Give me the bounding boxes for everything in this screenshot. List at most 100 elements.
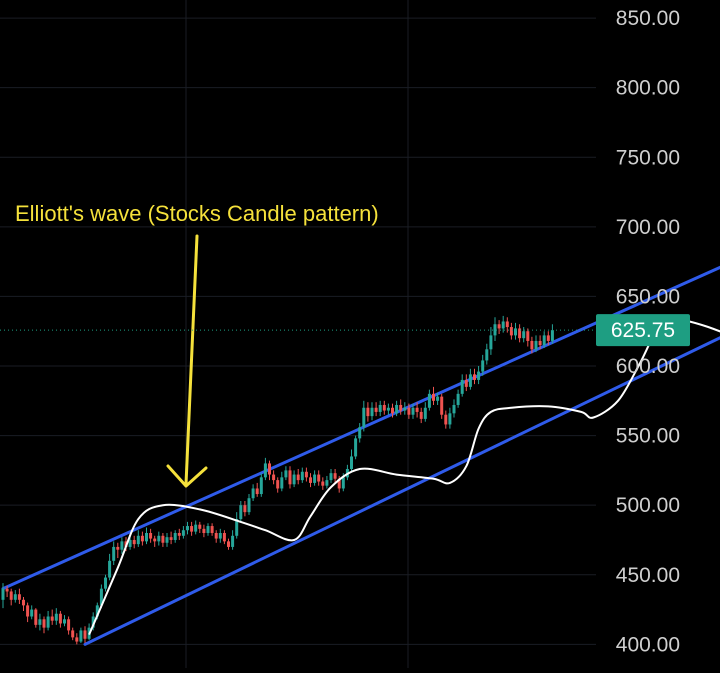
candle-body: [514, 328, 517, 336]
candle: [530, 336, 534, 354]
candle: [407, 403, 411, 419]
candle-body: [440, 396, 444, 415]
candle-body: [378, 404, 382, 412]
candle-body: [50, 616, 54, 621]
candle: [1, 583, 5, 609]
candle: [300, 467, 304, 483]
candle-body: [493, 324, 497, 336]
candle-body: [489, 335, 493, 350]
candle: [181, 526, 185, 539]
candle: [140, 531, 144, 546]
candle-body: [206, 526, 210, 534]
candle-body: [1, 588, 5, 600]
candle: [522, 327, 526, 343]
candle-body: [91, 616, 95, 628]
candle: [546, 331, 550, 346]
candle: [5, 585, 9, 598]
annotation-text: Elliott's wave (Stocks Candle pattern): [15, 201, 379, 226]
candle: [38, 613, 42, 631]
candle-layer: [1, 315, 554, 645]
y-tick-label: 500.00: [616, 494, 680, 517]
candle: [325, 475, 329, 489]
candle-body: [54, 613, 58, 621]
candle-body: [284, 470, 288, 478]
candle-body: [522, 331, 526, 339]
candle: [362, 400, 366, 432]
candle: [423, 402, 427, 422]
candle: [313, 470, 317, 486]
candle: [391, 403, 394, 418]
candle: [210, 523, 214, 536]
candle-body: [149, 533, 153, 539]
y-tick-label: 700.00: [616, 216, 680, 239]
candle-body: [358, 427, 362, 439]
candle-body: [169, 537, 173, 540]
candle-body: [58, 613, 62, 624]
candle-body: [452, 404, 456, 414]
candle: [247, 494, 251, 515]
candle-body: [161, 535, 165, 543]
candle: [378, 400, 382, 417]
candle-body: [374, 407, 378, 412]
candle-body: [268, 463, 271, 475]
candle: [34, 608, 38, 628]
candle-body: [75, 637, 79, 642]
candle: [149, 528, 153, 543]
candle: [481, 354, 485, 376]
candle-body: [501, 321, 505, 329]
candle-body: [427, 393, 431, 408]
candle: [231, 530, 235, 550]
candle: [288, 466, 292, 489]
candle-body: [231, 535, 235, 547]
candle-body: [460, 379, 464, 394]
candle: [255, 482, 259, 497]
candle-body: [202, 528, 206, 534]
candle-body: [42, 619, 46, 628]
candle: [227, 538, 230, 550]
candle: [120, 537, 124, 554]
candle-body: [26, 605, 30, 617]
candle-body: [300, 471, 304, 481]
candle: [67, 616, 71, 635]
candle-body: [542, 335, 546, 346]
candle-body: [391, 407, 394, 414]
candle-body: [354, 438, 358, 457]
candle: [456, 389, 460, 408]
candle: [239, 501, 243, 522]
candle-body: [505, 321, 509, 328]
candle: [243, 501, 247, 517]
candle-body: [17, 594, 21, 600]
y-tick-label: 650.00: [616, 285, 680, 308]
candle-body: [386, 407, 390, 411]
candle-body: [526, 331, 530, 341]
price-axis: 400.00 450.00 500.00 550.00 600.00 650.00 700.…: [616, 7, 680, 656]
candle: [116, 542, 120, 559]
candle-body: [112, 546, 116, 561]
candle: [276, 477, 280, 493]
candle: [50, 609, 54, 625]
candle-body: [399, 404, 403, 411]
candle: [317, 470, 321, 486]
candle-body: [255, 488, 259, 495]
candle-body: [38, 619, 42, 625]
candle-body: [13, 594, 17, 600]
candle: [415, 402, 419, 418]
candle: [202, 524, 206, 538]
candle: [518, 324, 522, 343]
candle: [218, 528, 222, 543]
candle-body: [411, 407, 415, 415]
candle-body: [288, 470, 292, 485]
current-price-label: 625.75: [611, 319, 675, 342]
candle: [259, 473, 263, 497]
candle-body: [333, 473, 337, 479]
candle: [366, 402, 370, 422]
candle: [112, 541, 116, 566]
candle-body: [276, 480, 280, 489]
candle-body: [296, 474, 300, 481]
candle-body: [30, 609, 34, 617]
candle-body: [468, 374, 472, 387]
candle-body: [153, 538, 157, 542]
candle: [42, 616, 46, 634]
y-tick-label: 450.00: [616, 564, 680, 587]
candle: [370, 402, 374, 421]
